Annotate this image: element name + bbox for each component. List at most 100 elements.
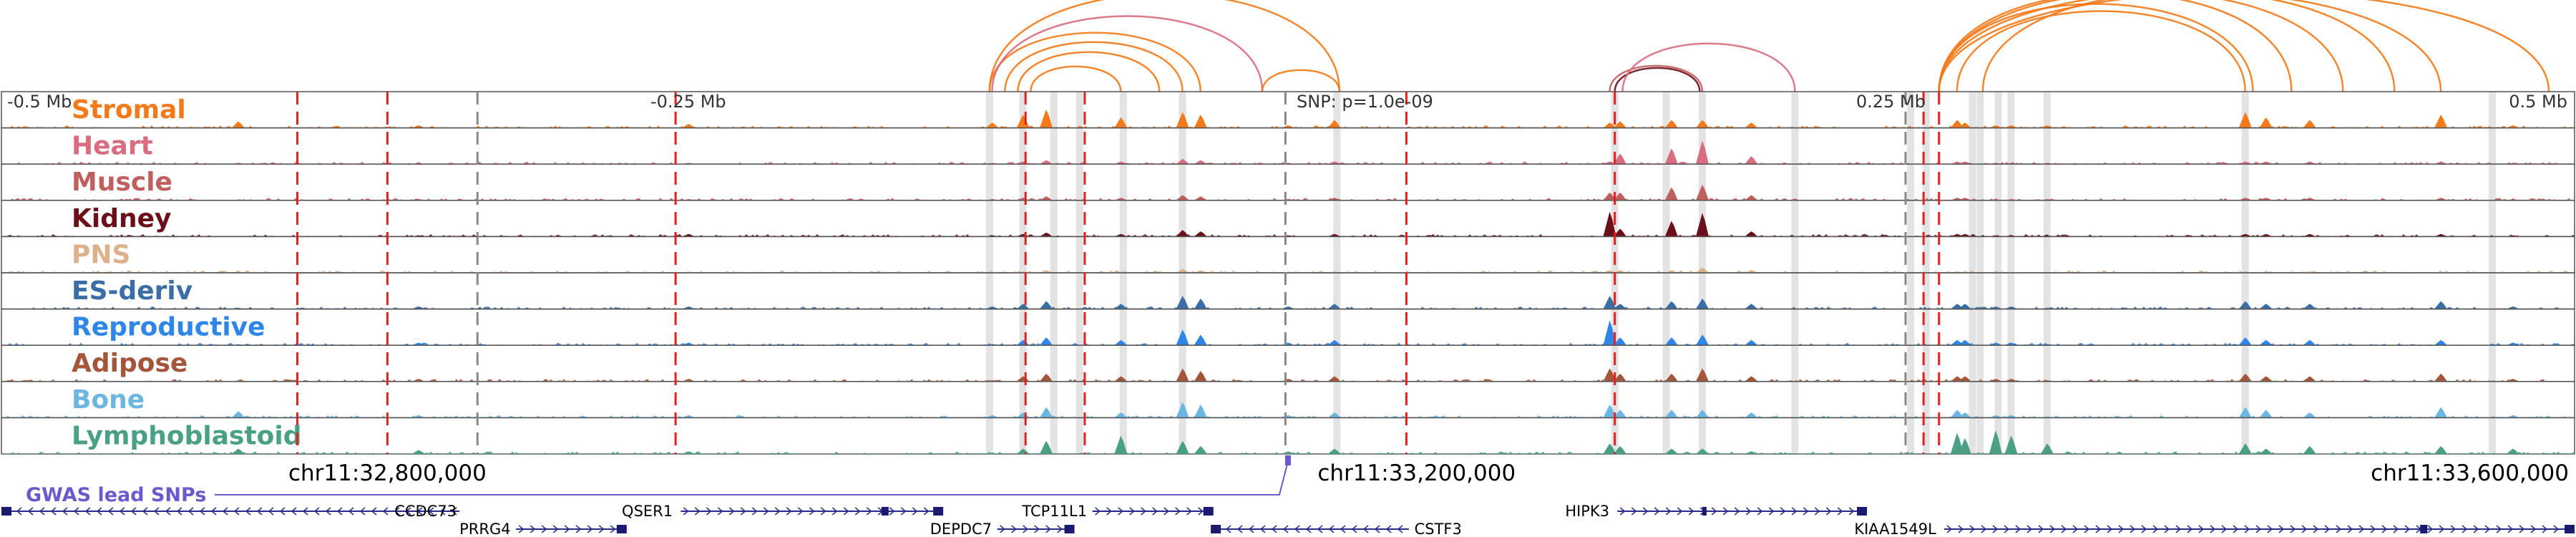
signal-peak xyxy=(2434,161,2448,165)
signal-peak xyxy=(2238,373,2252,382)
track-label: Reproductive xyxy=(72,313,265,342)
signal-peak xyxy=(1695,368,1709,382)
ruler-label-3: 0.25 Mb xyxy=(1856,92,1926,112)
signal-peak xyxy=(1039,440,1053,454)
signal-peak xyxy=(1695,140,1709,165)
gwas-snp-marker xyxy=(1285,455,1291,465)
signal-peak xyxy=(1664,120,1678,128)
signal-peak xyxy=(1613,337,1626,346)
signal-peak xyxy=(2004,415,2018,418)
signal-peak xyxy=(682,124,696,128)
signal-peak xyxy=(1745,339,1758,346)
gene-kiaa1549l: KIAA1549L xyxy=(1854,521,2575,537)
track-label: Adipose xyxy=(72,349,187,378)
ruler: -0.5 Mb -0.25 Mb SNP: p=1.0e-09 0.25 Mb 0.5 … xyxy=(7,92,2567,112)
chromatin-loop-15 xyxy=(1981,0,2396,92)
gene-label: KIAA1549L xyxy=(1854,521,1936,537)
track-baseline-signal xyxy=(1,270,2575,273)
signal-peak xyxy=(411,125,425,128)
signal-peak xyxy=(985,415,999,418)
signal-peak xyxy=(1745,451,1758,454)
gene-exon xyxy=(1,507,11,516)
signal-peak xyxy=(2506,448,2519,454)
signal-peak xyxy=(1194,115,1207,128)
signal-peak xyxy=(2238,301,2252,309)
track-label: Lymphoblastoid xyxy=(72,421,302,450)
chromatin-loop-13 xyxy=(1938,0,2442,92)
signal-peak xyxy=(1039,301,1053,309)
signal-peak xyxy=(985,453,999,454)
gene-qser1: QSER1 xyxy=(622,503,944,520)
signal-peak xyxy=(2434,233,2448,237)
signal-peak xyxy=(1114,412,1128,418)
signal-peak xyxy=(2303,376,2316,382)
signal-peak xyxy=(1745,231,1758,237)
signal-peak xyxy=(1613,192,1626,200)
signal-peak xyxy=(1114,376,1128,382)
coordinate-axis: chr11:32,800,000 chr11:33,200,000 chr11:33… xyxy=(288,460,2569,486)
signal-peak xyxy=(1958,339,1971,346)
signal-peak xyxy=(1194,196,1207,200)
signal-peak xyxy=(2303,161,2316,165)
signal-peak xyxy=(1194,334,1207,346)
signal-peak xyxy=(1016,376,1030,382)
signal-peak xyxy=(2506,415,2519,418)
signal-peak xyxy=(1950,432,1963,454)
signal-peak xyxy=(2259,376,2273,382)
signal-peak xyxy=(682,342,696,346)
signal-peak xyxy=(1613,410,1626,418)
signal-peak xyxy=(2238,407,2252,418)
signal-peak xyxy=(2259,410,2273,418)
signal-peak xyxy=(1958,438,1971,454)
signal-peak xyxy=(1194,298,1207,309)
signal-peak xyxy=(682,233,696,237)
signal-peak xyxy=(1194,446,1207,454)
signal-peak xyxy=(1114,198,1128,200)
signal-peak xyxy=(1327,198,1341,200)
signal-peak xyxy=(231,411,245,418)
chromatin-loop-6 xyxy=(1261,69,1341,92)
signal-peak xyxy=(1039,337,1053,346)
signal-peak xyxy=(1603,443,1616,454)
signal-peak xyxy=(1114,435,1128,454)
track-baseline-signal xyxy=(1,415,2575,418)
chromatin-loops xyxy=(988,0,2550,92)
signal-peak xyxy=(1664,448,1678,454)
signal-peak xyxy=(1613,121,1626,128)
chromatin-loop-0 xyxy=(988,0,1341,92)
signal-peak xyxy=(1695,267,1709,273)
signal-peak xyxy=(411,450,425,454)
signal-peak xyxy=(1745,376,1758,382)
signal-peak xyxy=(2303,412,2316,418)
signal-peak xyxy=(1603,270,1616,273)
gene-strand-arrows xyxy=(1095,507,1204,516)
signal-peak xyxy=(1176,368,1189,382)
signal-peak xyxy=(411,342,425,346)
signal-peak xyxy=(2259,198,2273,200)
signal-peak xyxy=(1114,233,1128,237)
track-bone: Bone xyxy=(1,381,2575,419)
signal-peak xyxy=(2506,379,2519,382)
signal-peak xyxy=(682,415,696,418)
chromatin-loop-11 xyxy=(1938,0,2293,92)
signal-peak xyxy=(1989,430,2002,454)
signal-peak xyxy=(1664,221,1678,237)
signal-peak xyxy=(1989,306,2002,309)
signal-peak xyxy=(231,448,245,454)
signal-peak xyxy=(1194,405,1207,418)
signal-peak xyxy=(2434,198,2448,200)
signal-peak xyxy=(2238,443,2252,454)
signal-peak xyxy=(2004,306,2018,309)
signal-peak xyxy=(2238,337,2252,346)
gene-prrg4: PRRG4 xyxy=(459,521,627,537)
signal-peak xyxy=(2004,125,2018,128)
signal-peak xyxy=(1664,270,1678,273)
signal-peak xyxy=(1745,304,1758,309)
chromatin-loop-10 xyxy=(1938,3,2254,92)
chromatin-loop-5 xyxy=(991,15,1264,92)
signal-peak xyxy=(2040,443,2054,454)
signal-peak xyxy=(1603,161,1616,165)
track-label: Heart xyxy=(72,132,153,161)
track-label: Kidney xyxy=(72,204,172,233)
signal-peak xyxy=(2303,446,2316,454)
